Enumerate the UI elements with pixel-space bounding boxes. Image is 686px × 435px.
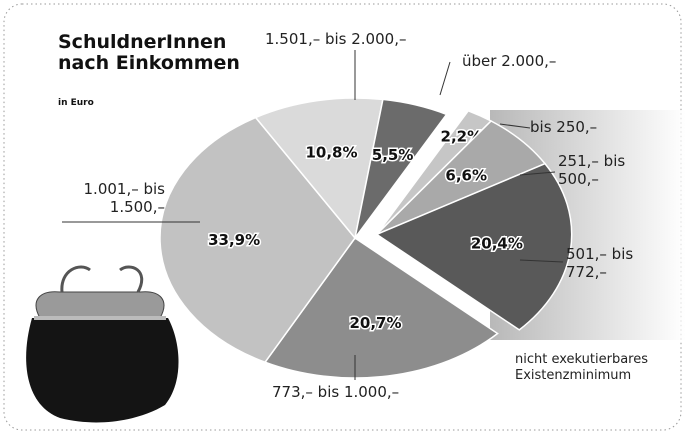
pie-slice <box>159 116 356 364</box>
chart-subtitle: in Euro <box>58 98 94 108</box>
category-label: 773,– bis 1.000,– <box>272 383 400 401</box>
pie: 2,2%6,6%20,4%20,7%33,9%10,8% 5,5% <box>159 97 573 379</box>
category-label: bis 250,– <box>530 118 598 136</box>
pie-slice <box>375 162 573 331</box>
value-label: 20,4% <box>471 234 523 252</box>
value-label: 33,9% <box>208 231 260 249</box>
chart-title: SchuldnerInnen nach Einkommen <box>58 31 240 74</box>
value-label: 5,5% <box>372 146 414 164</box>
value-label: 6,6% <box>445 167 487 185</box>
value-label: 20,7% <box>349 314 401 332</box>
annotation: nicht exekutierbares Existenzminimum <box>515 352 648 383</box>
category-label: 1.501,– bis 2.000,– <box>265 30 407 48</box>
category-label: über 2.000,– <box>462 52 557 70</box>
value-label: 10,8% <box>305 143 357 161</box>
leader-lines <box>62 50 564 380</box>
category-label: 501,– bis 772,– <box>566 245 634 281</box>
purse <box>26 265 179 423</box>
category-label: 1.001,– bis 1.500,– <box>83 180 165 216</box>
category-label: 251,– bis 500,– <box>558 152 626 188</box>
pie-slice <box>254 97 384 240</box>
pie-slice <box>263 236 499 379</box>
pie-slice <box>354 98 448 239</box>
